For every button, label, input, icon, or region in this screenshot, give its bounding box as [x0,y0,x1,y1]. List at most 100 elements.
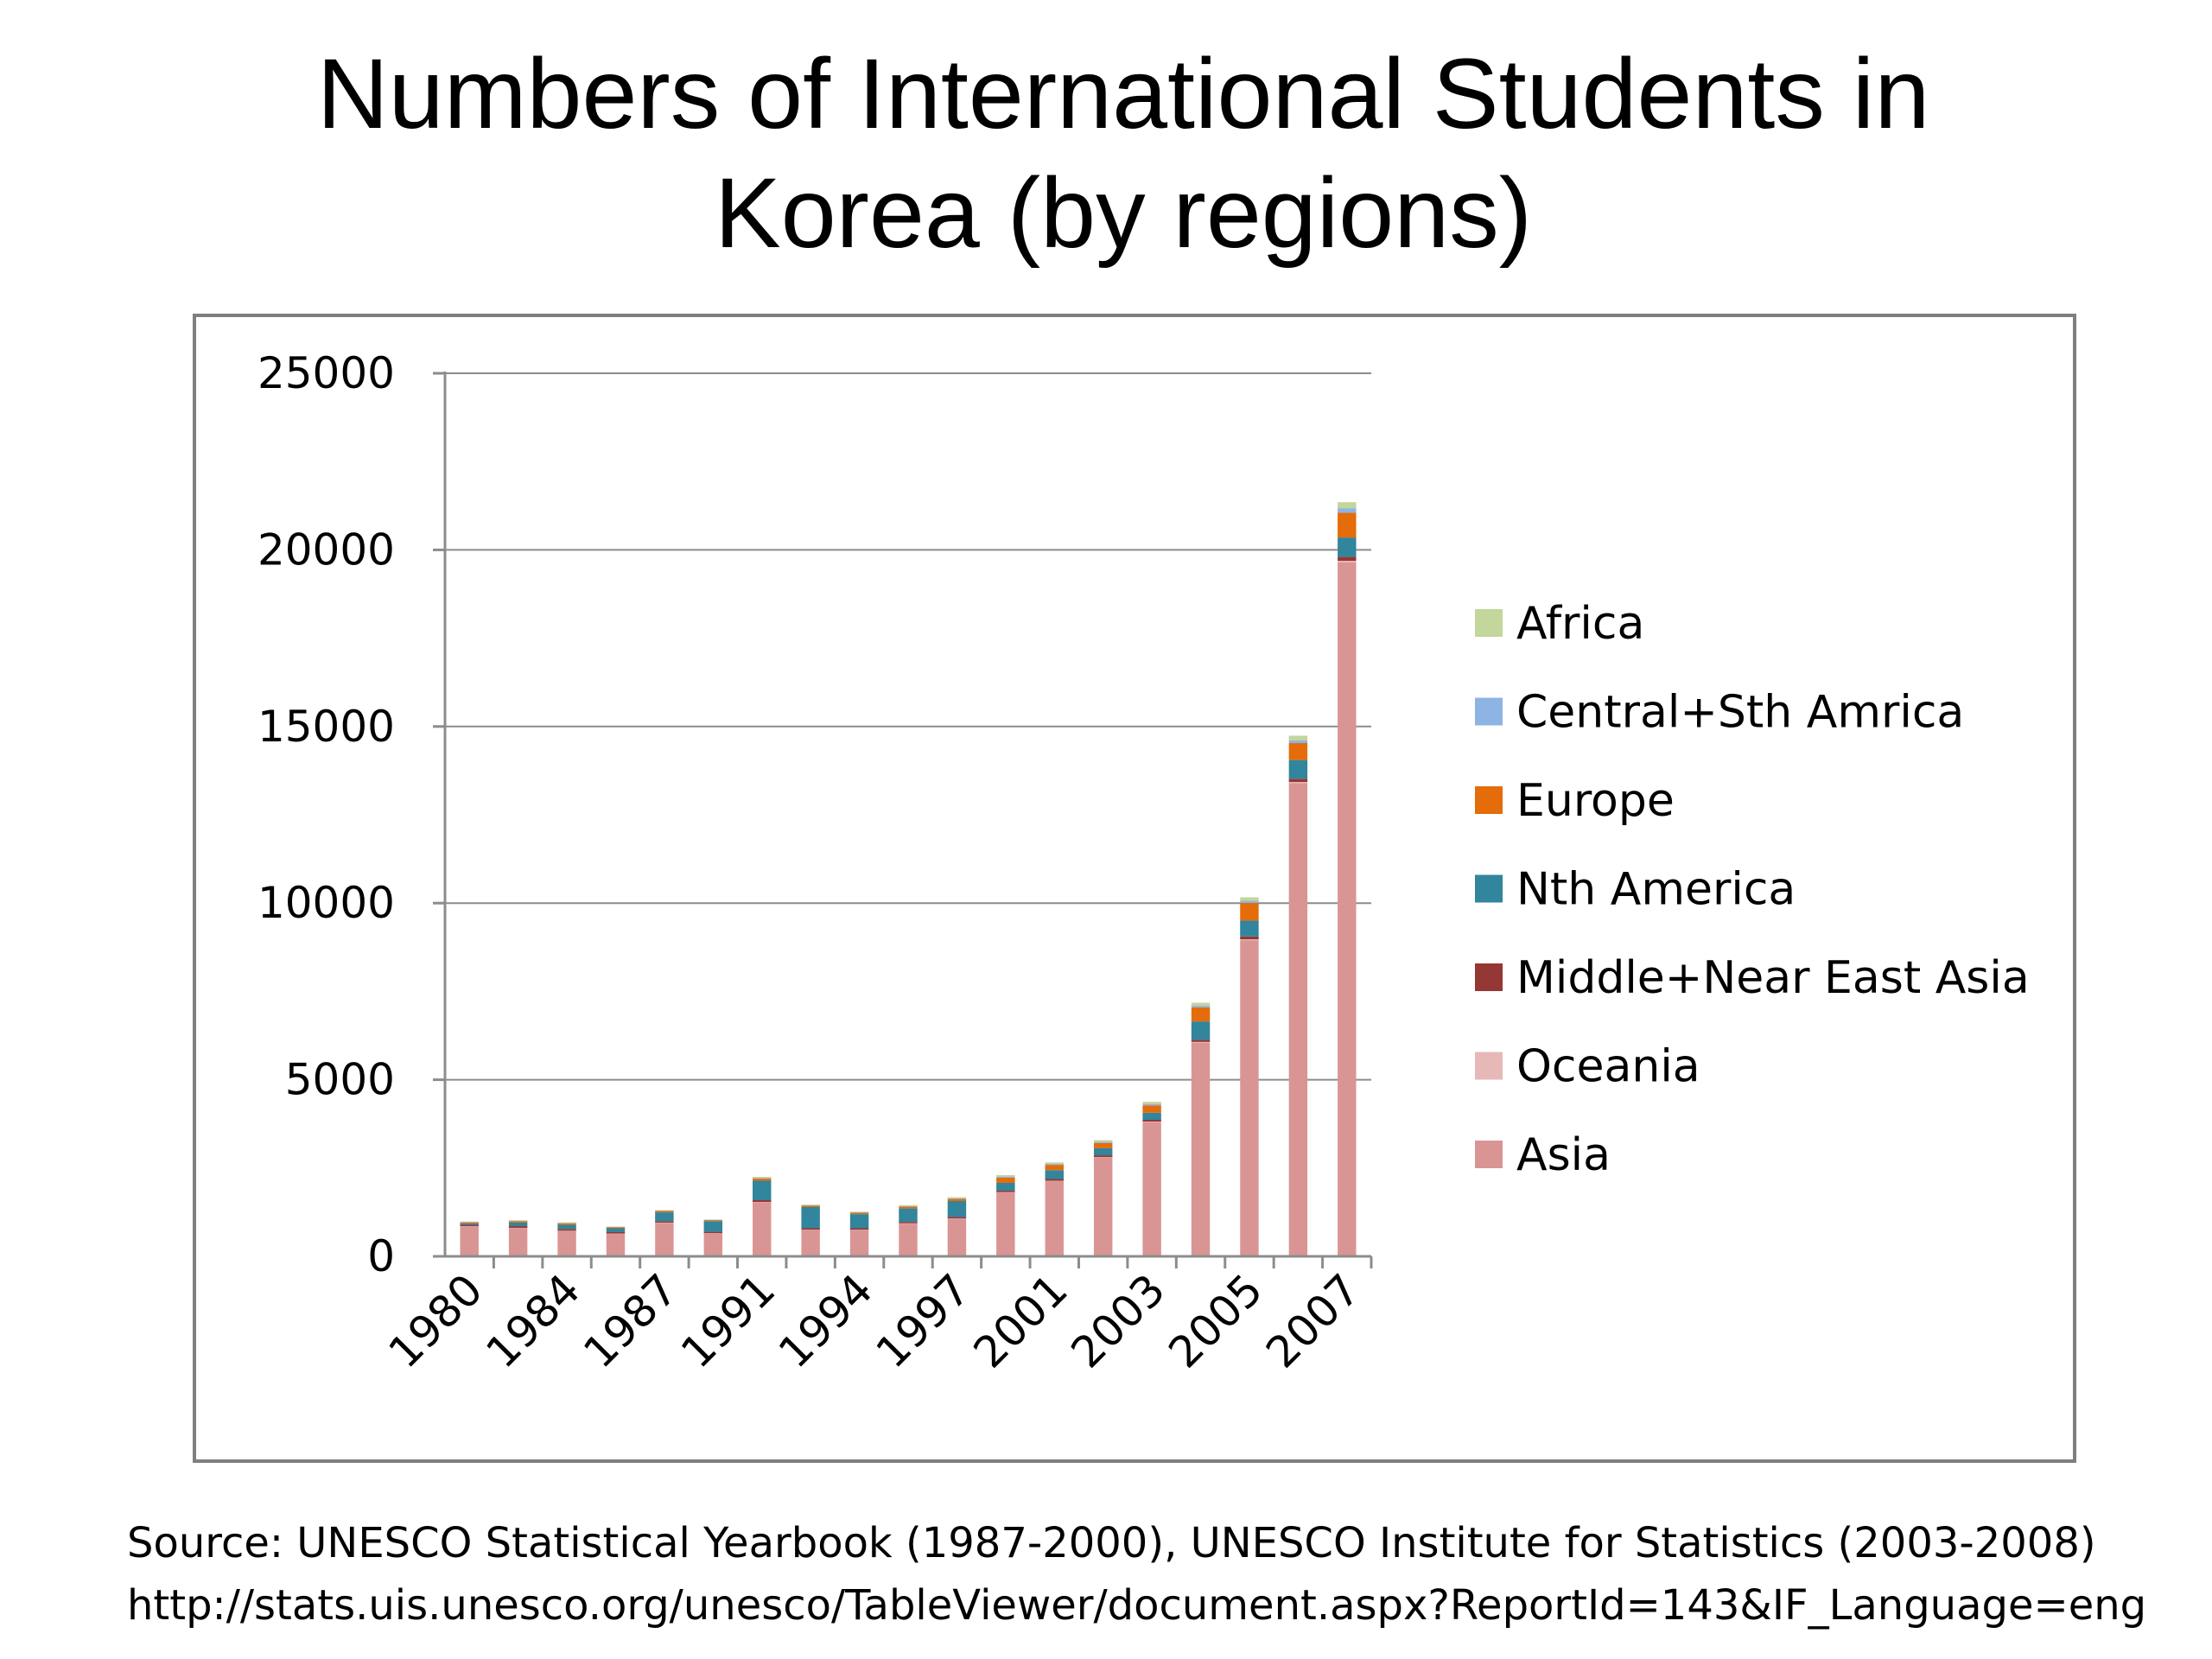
x-tick-label: 1980 [379,1264,493,1377]
bar-segment-central-sth-amrica [1093,1141,1113,1143]
gridlines [445,372,1371,1081]
bar-segment-africa [1191,1002,1211,1006]
bar-segment-middle-near-east-asia [557,1229,576,1231]
bar-segment-asia [1142,1122,1161,1256]
legend-swatch [1475,609,1503,637]
bar-segment-europe [899,1206,918,1209]
bar-segment-nth-america [947,1201,967,1217]
bar-segment-middle-near-east-asia [1093,1155,1113,1158]
bar-segment-oceania [1240,939,1259,941]
bar-segment-europe [557,1223,576,1225]
bar-segment-asia [899,1223,918,1256]
bar-segment-asia [1093,1157,1113,1256]
bar-segment-oceania [460,1226,479,1227]
bar-segment-oceania [606,1233,626,1235]
legend-label: Africa [1516,598,1644,650]
bar-segment-middle-near-east-asia [801,1228,820,1230]
bar-segment-oceania [1288,781,1308,784]
bar-segment-nth-america [655,1212,674,1222]
bar-segment-asia [508,1228,528,1256]
y-tick-label: 0 [367,1231,395,1281]
bar-segment-africa [703,1219,723,1220]
bar-segment-central-sth-amrica [1288,740,1308,744]
x-tick-label: 2005 [1159,1264,1272,1377]
bar-segment-europe [1191,1007,1211,1022]
bar-segment-middle-near-east-asia [703,1231,723,1234]
x-tick-label: 2003 [1062,1264,1175,1377]
bar-segment-europe [1093,1142,1113,1148]
bar-segment-asia [1288,783,1308,1256]
bar-segment-asia [655,1223,674,1256]
bar-segment-asia [1045,1180,1064,1256]
legend-swatch [1475,786,1503,814]
bar-segment-nth-america [753,1180,772,1201]
bars [460,502,1357,1256]
y-tick-label: 25000 [257,348,395,398]
slide-title-line-1: Numbers of International Students in [316,39,1930,149]
bar-segment-middle-near-east-asia [1045,1179,1064,1181]
bar-segment-middle-near-east-asia [753,1200,772,1203]
bar-segment-middle-near-east-asia [1338,556,1357,562]
bar-segment-europe [996,1177,1015,1183]
source-url[interactable]: http://stats.uis.unesco.org/unesco/Table… [127,1581,2147,1630]
bar-segment-oceania [655,1222,674,1224]
bar-segment-middle-near-east-asia [899,1222,918,1224]
bar-segment-europe [460,1222,479,1224]
bar-segment-middle-near-east-asia [1240,936,1259,940]
bar-segment-middle-near-east-asia [849,1228,869,1230]
bar-segment-central-sth-amrica [849,1212,869,1213]
x-tick-label: 1991 [671,1264,785,1377]
bar-segment-nth-america [996,1182,1015,1191]
bar-segment-africa [1045,1162,1064,1164]
y-tick-label: 10000 [257,878,395,928]
bar-segment-nth-america [557,1224,576,1230]
bar-segment-europe [703,1220,723,1222]
bar-segment-nth-america [460,1223,479,1225]
bar-segment-asia [947,1218,967,1256]
bar-segment-middle-near-east-asia [1142,1119,1161,1122]
bar-segment-nth-america [703,1221,723,1232]
bar-segment-oceania [557,1230,576,1231]
legend-label: Nth America [1516,864,1796,916]
bar-segment-europe [849,1212,869,1215]
source-note: Source: UNESCO Statistical Yearbook (198… [127,1512,2183,1637]
bar-segment-europe [753,1179,772,1181]
bar-segment-oceania [996,1192,1015,1193]
bar-segment-africa [508,1220,528,1221]
bar-segment-africa [849,1211,869,1213]
bar-segment-asia [606,1233,626,1256]
slide-title: Numbers of International Students in Kor… [0,35,2212,273]
bar-segment-asia [557,1230,576,1256]
bar-segment-central-sth-amrica [508,1220,528,1222]
legend-label: Asia [1516,1129,1611,1181]
legend-label: Middle+Near East Asia [1516,952,2030,1004]
bar-segment-asia [1338,562,1357,1256]
legend-swatch [1475,963,1503,991]
bar-segment-central-sth-amrica [1338,508,1357,513]
bar-segment-middle-near-east-asia [460,1224,479,1227]
bar-segment-africa [996,1174,1015,1177]
bar-segment-nth-america [1288,760,1308,779]
slide-title-line-2: Korea (by regions) [715,158,1532,269]
chart-frame: 0 5000 10000 15000 20000 25000 1980 1984 1987 199… [193,314,2076,1463]
bar-segment-oceania [1045,1180,1064,1182]
bar-segment-central-sth-amrica [1045,1163,1064,1166]
bar-segment-europe [947,1198,967,1202]
bar-segment-asia [801,1230,820,1256]
bar-segment-oceania [1191,1041,1211,1043]
bar-segment-europe [1288,743,1308,760]
bar-segment-central-sth-amrica [801,1205,820,1206]
bar-segment-central-sth-amrica [557,1223,576,1224]
bar-segment-nth-america [1338,537,1357,557]
bar-segment-europe [508,1221,528,1223]
bar-segment-africa [655,1210,674,1211]
bar-segment-central-sth-amrica [996,1176,1015,1178]
bar-segment-asia [703,1233,723,1256]
bar-segment-africa [1338,502,1357,509]
source-citation: Source: UNESCO Statistical Yearbook (198… [127,1519,2096,1567]
bar-segment-africa [1093,1140,1113,1142]
x-tick-label: 1994 [769,1264,882,1377]
bar-segment-central-sth-amrica [703,1219,723,1221]
bar-segment-nth-america [849,1214,869,1229]
legend-label: Oceania [1516,1041,1700,1093]
